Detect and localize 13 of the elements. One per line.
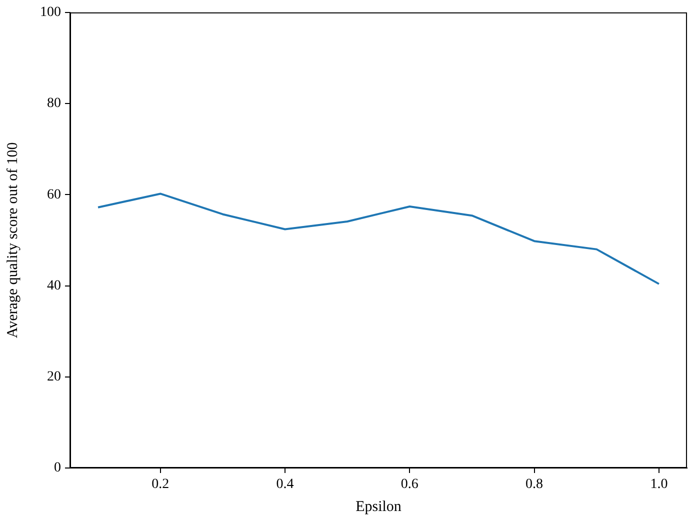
x-tick-label: 0.6 xyxy=(400,477,418,492)
y-tick-label: 60 xyxy=(47,187,61,202)
y-tick-label: 80 xyxy=(47,96,61,112)
x-axis-title: Epsilon xyxy=(356,498,402,515)
x-tick-label: 0.8 xyxy=(526,477,544,492)
y-tick-label: 20 xyxy=(47,370,61,385)
y-tick-label: 0 xyxy=(54,460,61,476)
x-tick-label: 0.2 xyxy=(152,477,170,492)
y-tick-label: 100 xyxy=(40,5,61,20)
x-tick-label: 0.4 xyxy=(276,477,294,492)
y-tick-label: 40 xyxy=(47,278,61,294)
x-tick-label: 1.0 xyxy=(650,477,668,492)
y-axis-title: Average quality score out of 100 xyxy=(4,142,21,338)
